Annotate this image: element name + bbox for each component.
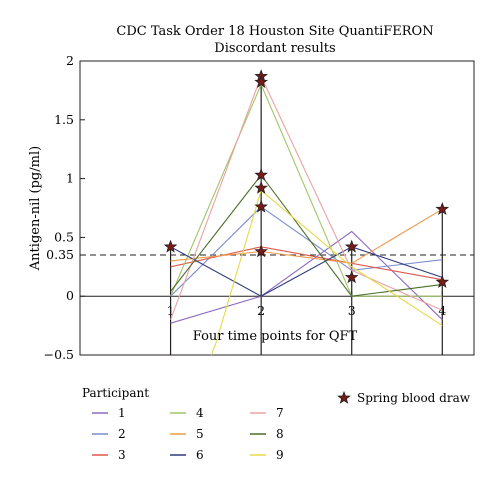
series-line-extra — [210, 343, 217, 356]
x-axis-label: Four time points for QFT — [193, 329, 358, 344]
plot-area: −0.500.350.511.521234 — [44, 53, 475, 362]
legend-label-4: 4 — [196, 406, 204, 420]
spring-draw-star — [254, 244, 268, 258]
series-line-2 — [170, 206, 443, 297]
y-tick-label: 0.35 — [46, 247, 74, 262]
spring-draw-star — [254, 199, 268, 213]
series-line-1 — [170, 230, 443, 324]
legend-label-1: 1 — [118, 406, 126, 420]
y-tick-label: −0.5 — [44, 347, 74, 362]
plot-frame — [79, 60, 475, 356]
spring-draw-star — [254, 75, 268, 88]
spring-draw-star — [435, 274, 450, 288]
legend-label-5: 5 — [196, 427, 204, 441]
series-line-extra — [215, 190, 262, 344]
spring-draw-star — [435, 202, 450, 215]
spring-draw-star — [254, 167, 268, 181]
series-line-5 — [170, 208, 443, 264]
legend-star-label: Spring blood draw — [357, 391, 471, 405]
legend-label-8: 8 — [276, 427, 284, 441]
spring-draw-star — [254, 180, 268, 194]
series-line-7 — [170, 74, 443, 320]
legend-star-marker — [337, 390, 351, 404]
legend-label-7: 7 — [276, 406, 284, 420]
y-tick-label: 1.5 — [54, 112, 74, 127]
spring-draw-star — [163, 239, 178, 253]
y-tick-label: 0 — [66, 288, 74, 303]
series-line-9 — [260, 189, 443, 327]
series-line-8 — [170, 174, 443, 297]
legend-label-3: 3 — [118, 448, 126, 462]
legend: Participant Spring blood draw 1 2 3 4 5 6 7 8 9 — [82, 386, 471, 462]
y-tick-label: 2 — [66, 53, 74, 68]
legend-title: Participant — [82, 386, 149, 400]
legend-label-6: 6 — [196, 448, 204, 462]
spring-draw-star — [344, 270, 359, 284]
legend-label-9: 9 — [276, 448, 284, 462]
chart-title-line-1: CDC Task Order 18 Houston Site QuantiFER… — [116, 24, 433, 39]
legend-label-2: 2 — [118, 427, 126, 441]
chart-title-line-2: Discordant results — [214, 41, 335, 56]
series-line-3 — [170, 246, 443, 281]
series-line-6 — [170, 246, 443, 297]
spring-draw-star — [344, 239, 359, 253]
y-tick-label: 1 — [66, 171, 74, 186]
y-axis-label: Antigen-nil (pg/ml) — [28, 146, 43, 271]
y-tick-label: 0.5 — [54, 229, 74, 244]
